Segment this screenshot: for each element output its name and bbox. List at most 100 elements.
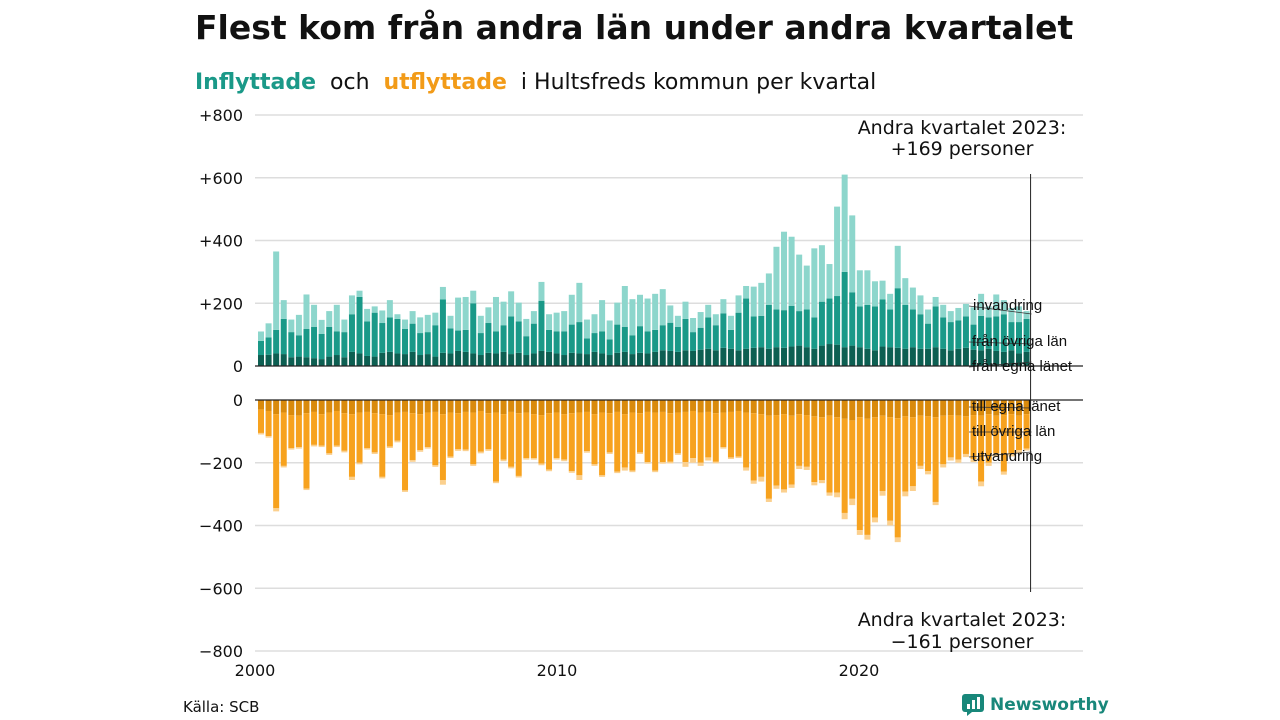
bar-inflow xyxy=(553,312,560,332)
bar-outflow xyxy=(917,415,924,466)
bar-outflow xyxy=(371,413,378,453)
bar-inflow xyxy=(447,315,454,329)
bar-inflow xyxy=(697,327,704,350)
y-tick-label: +800 xyxy=(199,106,243,125)
bar-inflow xyxy=(690,350,697,366)
bar-inflow xyxy=(644,353,651,366)
bar-inflow xyxy=(591,333,598,352)
bar-outflow xyxy=(652,400,659,413)
bar-outflow xyxy=(834,492,841,498)
bar-inflow xyxy=(303,328,310,358)
bar-inflow xyxy=(970,307,977,325)
bar-outflow xyxy=(318,445,325,448)
bar-outflow xyxy=(735,410,742,457)
bar-outflow xyxy=(424,400,431,413)
bar-inflow xyxy=(1008,322,1015,351)
bar-outflow xyxy=(750,480,757,484)
subtitle-utflyttade: utflyttade xyxy=(383,70,507,95)
bar-inflow xyxy=(773,309,780,348)
bar-inflow xyxy=(629,354,636,366)
bar-outflow xyxy=(326,400,333,413)
bar-inflow xyxy=(962,316,969,348)
bar-inflow xyxy=(546,351,553,366)
bar-outflow xyxy=(599,475,606,477)
bar-outflow xyxy=(652,470,659,473)
bar-outflow xyxy=(553,400,560,413)
label-leader xyxy=(968,305,1032,315)
bar-outflow xyxy=(508,411,515,467)
bar-inflow xyxy=(894,347,901,366)
bar-outflow xyxy=(758,414,765,477)
bar-inflow xyxy=(750,316,757,348)
bar-outflow xyxy=(705,411,712,458)
bar-inflow xyxy=(273,251,280,330)
bar-outflow xyxy=(932,417,939,502)
bar-inflow xyxy=(834,344,841,366)
bar-outflow xyxy=(621,400,628,415)
bar-inflow xyxy=(508,354,515,366)
bar-outflow xyxy=(871,400,878,418)
bar-inflow xyxy=(788,346,795,366)
bar-inflow xyxy=(606,320,613,340)
bar-outflow xyxy=(576,475,583,481)
bar-outflow xyxy=(326,412,333,454)
bar-outflow xyxy=(583,411,590,452)
bar-outflow xyxy=(818,417,825,481)
bar-inflow xyxy=(455,330,462,351)
bar-outflow xyxy=(879,400,886,416)
bar-outflow xyxy=(970,458,977,463)
bar-inflow xyxy=(985,306,992,318)
bar-inflow xyxy=(978,350,985,366)
bar-inflow xyxy=(743,298,750,349)
source-label: Källa: SCB xyxy=(183,698,260,716)
bar-inflow xyxy=(834,206,841,297)
bar-inflow xyxy=(311,358,318,366)
bar-inflow xyxy=(758,347,765,366)
bar-outflow xyxy=(258,400,264,410)
bar-outflow xyxy=(576,400,583,413)
bar-inflow xyxy=(758,282,765,316)
bar-inflow xyxy=(978,315,985,351)
bar-inflow xyxy=(523,318,530,337)
bar-inflow xyxy=(856,347,863,366)
x-tick-label: 2000 xyxy=(235,661,276,680)
bar-outflow xyxy=(743,467,750,471)
bar-outflow xyxy=(978,415,985,482)
bar-inflow xyxy=(348,351,355,366)
bar-outflow xyxy=(940,400,947,416)
bar-outflow xyxy=(553,458,560,460)
bar-inflow xyxy=(811,348,818,366)
bar-inflow xyxy=(439,352,446,366)
bar-inflow xyxy=(720,299,727,314)
bar-inflow xyxy=(758,315,765,348)
subtitle-inflyttade: Inflyttade xyxy=(195,70,317,95)
bar-outflow xyxy=(591,414,598,465)
bar-inflow xyxy=(932,347,939,366)
bar-inflow xyxy=(348,295,355,315)
bar-inflow xyxy=(417,333,424,356)
bar-inflow xyxy=(614,302,621,325)
bar-outflow xyxy=(288,400,295,416)
bar-outflow xyxy=(606,400,613,414)
bar-inflow xyxy=(508,316,515,355)
bar-inflow xyxy=(485,323,492,353)
bar-outflow xyxy=(894,537,901,543)
bar-outflow xyxy=(295,415,302,448)
bar-inflow xyxy=(879,346,886,366)
bar-outflow xyxy=(288,415,295,449)
bar-inflow xyxy=(258,331,264,341)
bar-outflow xyxy=(485,413,492,450)
series-label-top: invandring xyxy=(973,297,1042,314)
bar-outflow xyxy=(409,460,416,462)
bar-inflow xyxy=(583,338,590,355)
bar-outflow xyxy=(690,410,697,459)
bar-inflow xyxy=(856,306,863,348)
bar-outflow xyxy=(568,400,575,414)
y-axis-ticks: +800 +600 +400 +200 0 0 −200 −400 −600 −800 xyxy=(199,106,243,661)
bar-outflow xyxy=(273,414,280,509)
bar-inflow xyxy=(735,312,742,351)
bar-inflow xyxy=(568,324,575,353)
bar-outflow xyxy=(773,485,780,489)
bar-outflow xyxy=(712,400,719,414)
bar-inflow xyxy=(1016,306,1022,323)
